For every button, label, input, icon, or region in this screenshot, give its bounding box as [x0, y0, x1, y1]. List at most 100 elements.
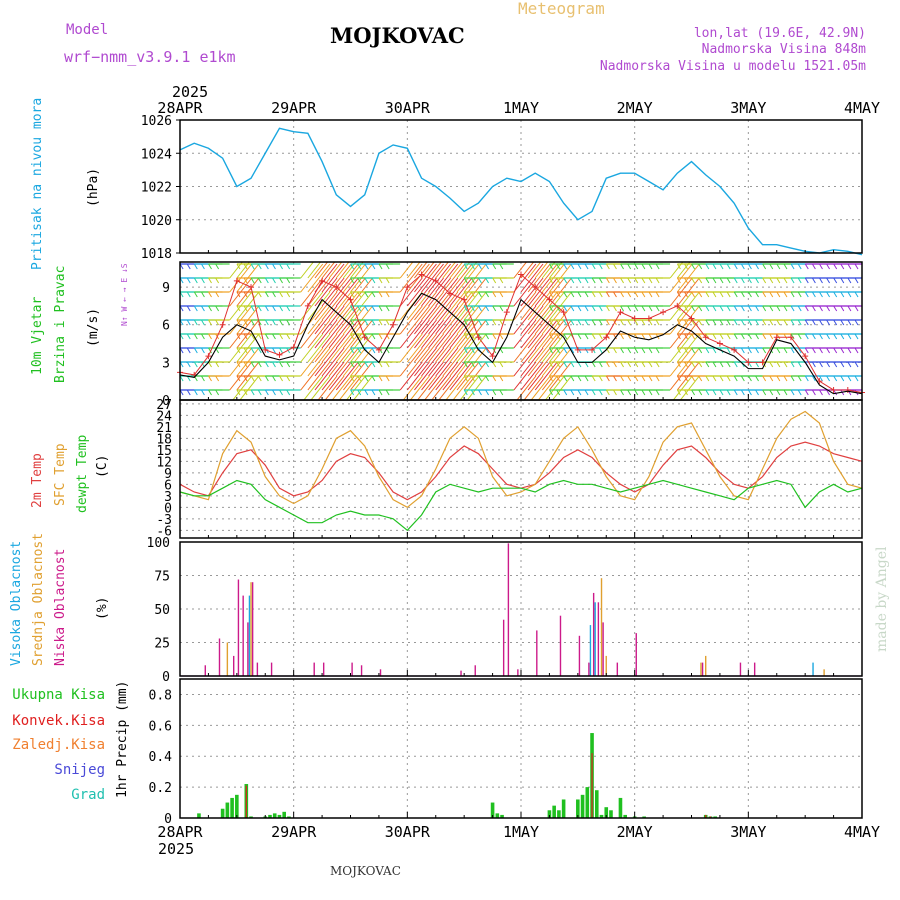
- wind-barb: [811, 263, 816, 270]
- x-tick-label-top: 28APR: [157, 99, 203, 117]
- wind-gust-marker: [390, 321, 397, 328]
- wind-barb: [357, 333, 362, 340]
- wind-barb: [286, 389, 291, 396]
- wind-barb: [399, 361, 423, 391]
- wind-barb: [641, 319, 646, 326]
- wind-barb: [648, 319, 653, 326]
- wind-barb: [200, 389, 205, 396]
- wind-speed-line: [179, 292, 863, 395]
- wind-barb: [605, 305, 610, 312]
- wind-barb: [627, 347, 632, 354]
- wind-barb: [655, 375, 660, 382]
- wind-barb: [378, 277, 383, 284]
- wind-barb: [215, 375, 220, 382]
- wind-barb: [598, 277, 603, 284]
- wind-barb: [527, 277, 551, 307]
- precip-total-bar: [552, 805, 556, 818]
- wind-barb: [769, 361, 774, 368]
- wind-barb: [797, 305, 802, 312]
- wind-barb: [577, 347, 582, 354]
- wind-label-2: Brzina i Pravac: [53, 266, 68, 383]
- wind-barb: [755, 347, 759, 354]
- wind-barb: [627, 263, 632, 270]
- wind-barb: [378, 319, 383, 326]
- wind-barb: [691, 389, 696, 396]
- wind-barb: [591, 319, 596, 326]
- wind-barb: [264, 389, 269, 396]
- wind-barb: [634, 375, 639, 382]
- wind-barb: [755, 333, 759, 340]
- wind-gust-marker: [461, 296, 468, 303]
- wind-barb: [406, 347, 430, 377]
- wind-barb: [236, 389, 241, 396]
- wind-barb: [641, 263, 646, 270]
- x-axis-top: 28APR 29APR 30APR 1MAY 2MAY 3MAY 4MAY: [157, 99, 880, 117]
- wind-barb: [264, 361, 269, 368]
- wind-barb: [364, 305, 369, 312]
- wind-barb: [804, 375, 809, 382]
- wind-barb: [627, 361, 632, 368]
- wind-barb: [549, 333, 553, 340]
- wind-barb: [847, 277, 852, 284]
- wind-barb: [826, 347, 831, 354]
- wind-barb: [442, 263, 466, 293]
- wind-barb: [719, 389, 724, 396]
- wind-barb: [740, 319, 745, 326]
- wind-barb: [634, 291, 639, 298]
- wind-barb: [691, 361, 696, 368]
- wind-barb: [264, 263, 269, 270]
- wind-barb: [173, 292, 176, 297]
- wind-barb: [705, 389, 710, 396]
- wind-barb: [676, 361, 681, 368]
- wind-gust-marker: [645, 315, 652, 322]
- x-tick-label-top: 29APR: [271, 99, 317, 117]
- wind-barb: [414, 319, 437, 349]
- wind-barb: [691, 263, 696, 270]
- wind-barb: [357, 347, 362, 354]
- wind-barb: [783, 305, 788, 312]
- wind-barb: [478, 375, 482, 382]
- wind-barb: [563, 305, 568, 312]
- wind-gust-marker: [631, 315, 638, 322]
- precip-total-bar: [557, 810, 561, 818]
- wind-barb: [520, 262, 535, 279]
- wind-barb: [371, 319, 376, 326]
- cloud-high-label: Visoka Oblacnost: [9, 541, 24, 666]
- wind-barb: [478, 277, 482, 284]
- wind-barb: [193, 263, 198, 270]
- wind-barb: [463, 319, 468, 326]
- wind-barb: [719, 305, 724, 312]
- year-label-top: 2025: [172, 83, 208, 101]
- wind-barb: [840, 277, 845, 284]
- wind-barb: [719, 361, 724, 368]
- wind-barb: [570, 291, 575, 298]
- wind-barb: [186, 375, 191, 382]
- wind-barb: [272, 263, 276, 270]
- wind-barb: [215, 319, 220, 326]
- wind-barb: [840, 375, 845, 382]
- wind-gust-marker: [319, 277, 326, 284]
- wind-barb: [819, 375, 823, 382]
- wind-barb: [776, 319, 781, 326]
- wind-barb: [563, 361, 568, 368]
- wind-barb: [243, 319, 248, 326]
- wind-barb: [691, 319, 696, 326]
- wind-gust-marker: [333, 284, 340, 291]
- precip-total-bar: [500, 814, 504, 818]
- wind-barb: [833, 291, 838, 298]
- wind-barb: [442, 347, 466, 377]
- wind-barb: [520, 291, 544, 321]
- wind-barb: [826, 277, 831, 284]
- wind-barb: [833, 389, 838, 396]
- wind-barb: [833, 347, 838, 354]
- wind-barb: [811, 389, 816, 396]
- wind-gust-marker: [375, 346, 382, 353]
- precip-total-bar: [594, 790, 599, 818]
- wind-barb: [826, 263, 831, 270]
- wind-barb: [783, 389, 788, 396]
- wind-barb: [335, 361, 359, 391]
- wind-barb: [257, 361, 262, 368]
- precip-total-bar: [495, 813, 500, 818]
- wind-barb: [307, 361, 331, 391]
